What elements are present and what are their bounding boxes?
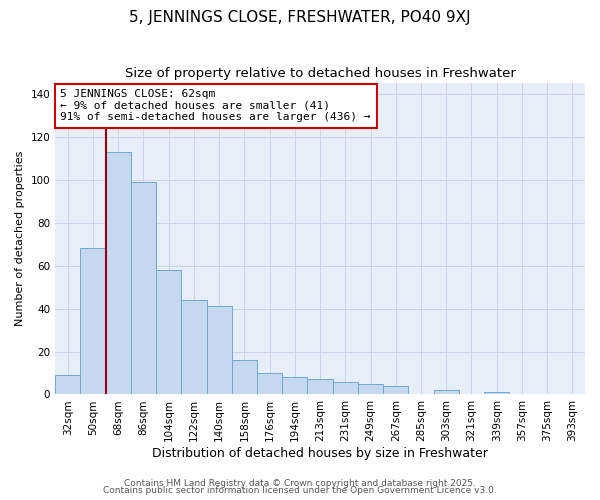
X-axis label: Distribution of detached houses by size in Freshwater: Distribution of detached houses by size … — [152, 447, 488, 460]
Y-axis label: Number of detached properties: Number of detached properties — [15, 151, 25, 326]
Text: 5 JENNINGS CLOSE: 62sqm
← 9% of detached houses are smaller (41)
91% of semi-det: 5 JENNINGS CLOSE: 62sqm ← 9% of detached… — [61, 90, 371, 122]
Bar — [80, 248, 106, 394]
Text: Contains HM Land Registry data © Crown copyright and database right 2025.: Contains HM Land Registry data © Crown c… — [124, 478, 476, 488]
Bar — [307, 380, 332, 394]
Bar — [383, 386, 409, 394]
Bar — [484, 392, 509, 394]
Bar — [358, 384, 383, 394]
Bar — [434, 390, 459, 394]
Bar — [106, 152, 131, 394]
Bar — [131, 182, 156, 394]
Bar — [232, 360, 257, 394]
Bar — [282, 378, 307, 394]
Bar — [257, 373, 282, 394]
Title: Size of property relative to detached houses in Freshwater: Size of property relative to detached ho… — [125, 68, 515, 80]
Bar — [55, 375, 80, 394]
Bar — [332, 382, 358, 394]
Bar — [181, 300, 206, 394]
Text: Contains public sector information licensed under the Open Government Licence v3: Contains public sector information licen… — [103, 486, 497, 495]
Text: 5, JENNINGS CLOSE, FRESHWATER, PO40 9XJ: 5, JENNINGS CLOSE, FRESHWATER, PO40 9XJ — [129, 10, 471, 25]
Bar — [206, 306, 232, 394]
Bar — [156, 270, 181, 394]
